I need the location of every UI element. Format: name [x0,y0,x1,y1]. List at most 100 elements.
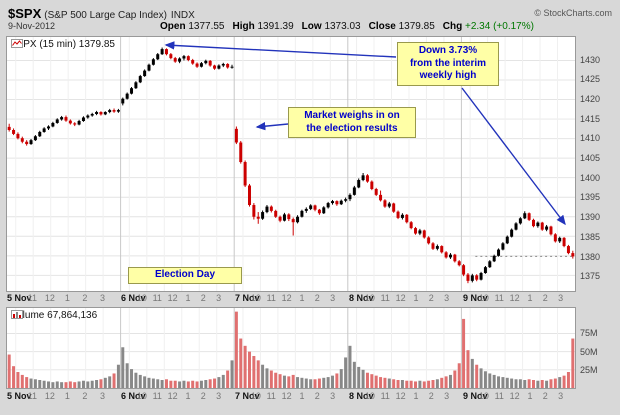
volume-bar [462,318,466,388]
volume-bar [73,382,77,388]
volume-bar [309,379,313,388]
candle [156,54,160,60]
volume-bar [217,377,221,388]
x-axis-hour-label: 2 [314,293,320,303]
candle [409,222,413,229]
volume-bar [7,354,11,388]
candle [444,252,448,258]
volume-bar [291,374,295,388]
x-axis-hour-label: 2 [542,391,548,401]
symbol-description: (S&P 500 Large Cap Index) [44,10,167,21]
volume-bar [361,369,365,388]
volume-bar [444,376,448,388]
candle [453,254,457,262]
candle [523,213,527,219]
exchange-label: INDX [170,10,195,21]
candle [357,180,361,188]
x-axis-hour-label: 3 [330,391,336,401]
x-axis-hour-label: 1 [413,391,419,401]
x-axis-hour-label: 1 [299,293,305,303]
candle [540,222,544,230]
volume-chart [7,308,575,388]
candle [191,60,195,64]
candle [558,237,562,242]
price-axis-label: 1400 [580,172,601,183]
candle [396,211,400,218]
candle [348,194,352,200]
volume-bar [344,357,348,388]
candle [492,255,496,262]
x-axis-hour-label: 3 [330,293,336,303]
candle [470,275,474,281]
volume-bar [396,380,400,388]
volume-bar [160,380,164,388]
volume-bar [457,363,461,388]
x-axis-hour-label: 10 [136,391,147,401]
x-axis-hour-label: 3 [558,293,564,303]
volume-bar [348,345,352,388]
chg-label: Chg [442,21,463,32]
x-axis-day-label: 6 Nov [121,293,146,303]
volume-bar [409,380,413,388]
volume-bar [339,369,343,388]
volume-bar [25,377,29,388]
candle [466,274,470,281]
x-axis-hour-label: 1 [527,391,533,401]
volume-bar [230,360,234,388]
price-axis-label: 1430 [580,54,601,65]
candle [296,216,300,223]
candle [483,267,487,274]
volume-bar [278,374,282,388]
symbol: $SPX [8,6,42,21]
candle [125,93,129,99]
x-axis-hour-label: 11 [380,293,390,303]
x-axis-hour-label: 10 [136,293,147,303]
volume-bar [130,369,134,388]
volume-bar [331,375,335,388]
candle [55,119,59,123]
candle [414,228,418,234]
x-axis-hour-label: 11 [494,293,504,303]
x-axis-hour-label: 11 [152,391,162,401]
volume-bar [138,374,142,388]
candle [47,126,51,129]
candle [475,275,479,280]
candle [282,214,286,221]
low-label: Low [301,21,322,32]
volume-bar [204,380,208,388]
x-axis-day-label: 8 Nov [349,391,374,401]
x-axis-day-label: 5 Nov [7,293,32,303]
x-axis-hour-label: 2 [542,293,548,303]
x-axis-hour-label: 10 [250,391,261,401]
volume-bar [470,358,474,388]
volume-bar [304,378,308,388]
volume-bar [38,380,42,388]
candle [383,200,387,207]
x-axis-hour-label: 12 [395,293,406,303]
candle [501,243,505,250]
x-axis-hour-label: 11 [27,391,37,401]
annotation-election-day: Election Day [128,267,242,284]
open-value: 1377.55 [188,21,225,32]
volume-bar [322,377,326,388]
x-axis-hour-label: 11 [27,293,37,303]
volume-bar [60,382,64,388]
x-axis-hour-label: 11 [266,391,276,401]
candle [549,226,553,235]
candle [226,63,230,68]
x-axis-hour-label: 11 [266,293,276,303]
volume-y-axis: 25M 50M 75M [580,307,618,389]
x-axis-day-label: 7 Nov [235,293,260,303]
candle [431,243,435,249]
candle [379,194,383,201]
volume-bar [431,380,435,388]
volume-bar [112,373,116,388]
x-axis-day-label: 9 Nov [463,293,488,303]
x-axis-hour-label: 12 [509,391,520,401]
candle [261,212,265,219]
candle [38,131,42,137]
candle [169,54,173,59]
volume-bar [392,379,396,388]
candle [73,123,77,125]
